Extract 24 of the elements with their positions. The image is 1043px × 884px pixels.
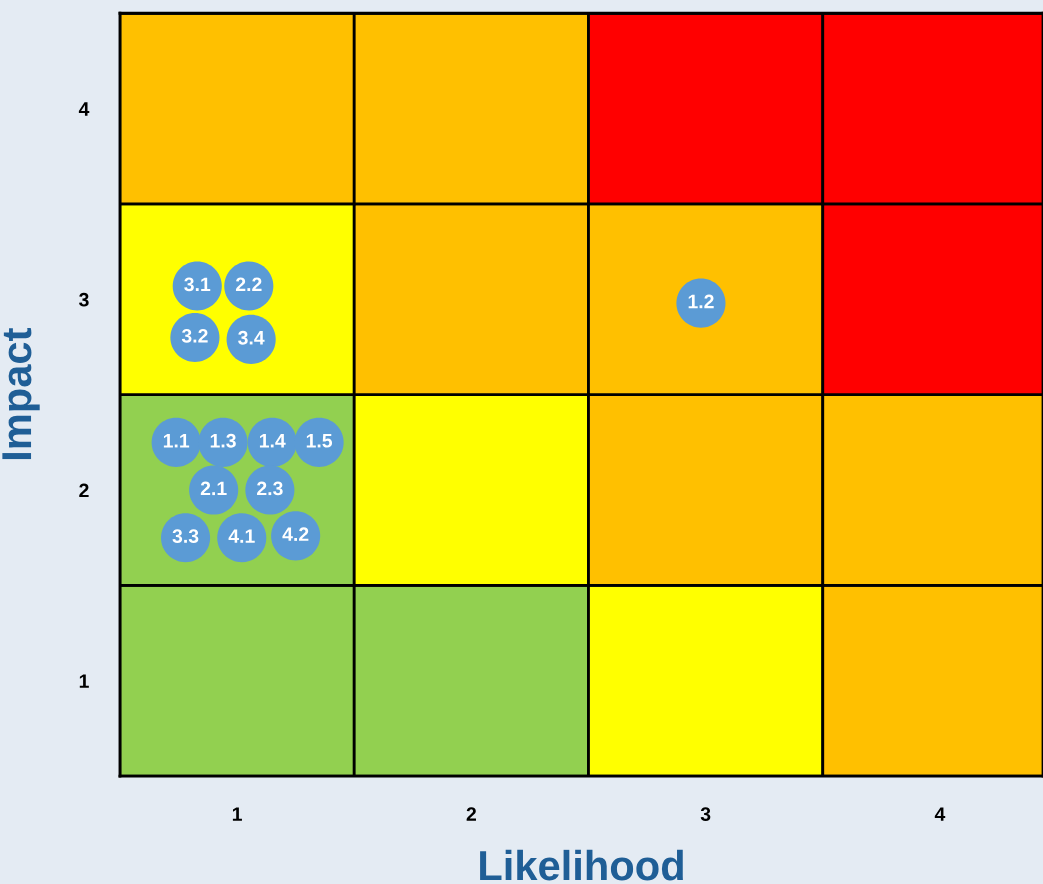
x-tick-label: 1 xyxy=(232,807,242,821)
annotation: 1.4 xyxy=(259,434,286,448)
annotation: 1.5 xyxy=(306,434,333,448)
annotation: 4.1 xyxy=(228,529,255,543)
annotation: 1.2 xyxy=(688,294,714,309)
x-tick-label: 2 xyxy=(466,807,476,821)
x-tick-label: 4 xyxy=(934,807,946,821)
annotation: 1.3 xyxy=(210,433,236,448)
y-axis-title: Impact xyxy=(2,328,40,460)
annotation: 3.4 xyxy=(238,330,265,345)
annotation: 4.2 xyxy=(282,527,309,541)
annotation: 3.2 xyxy=(181,328,208,343)
x-tick-label: 3 xyxy=(700,807,711,822)
y-tick-label: 4 xyxy=(78,102,90,116)
y-tick-label: 1 xyxy=(79,674,89,688)
annotation: 3.1 xyxy=(184,277,211,292)
annotation: 2.1 xyxy=(200,481,227,496)
annotation: 2.2 xyxy=(235,277,262,292)
y-tick-label: 3 xyxy=(79,292,89,307)
annotation: 1.1 xyxy=(163,434,190,448)
x-axis-title: Likelihood xyxy=(480,849,683,881)
annotation: 3.3 xyxy=(172,529,199,543)
y-tick-label: 2 xyxy=(79,483,89,498)
annotation: 2.3 xyxy=(257,481,283,496)
